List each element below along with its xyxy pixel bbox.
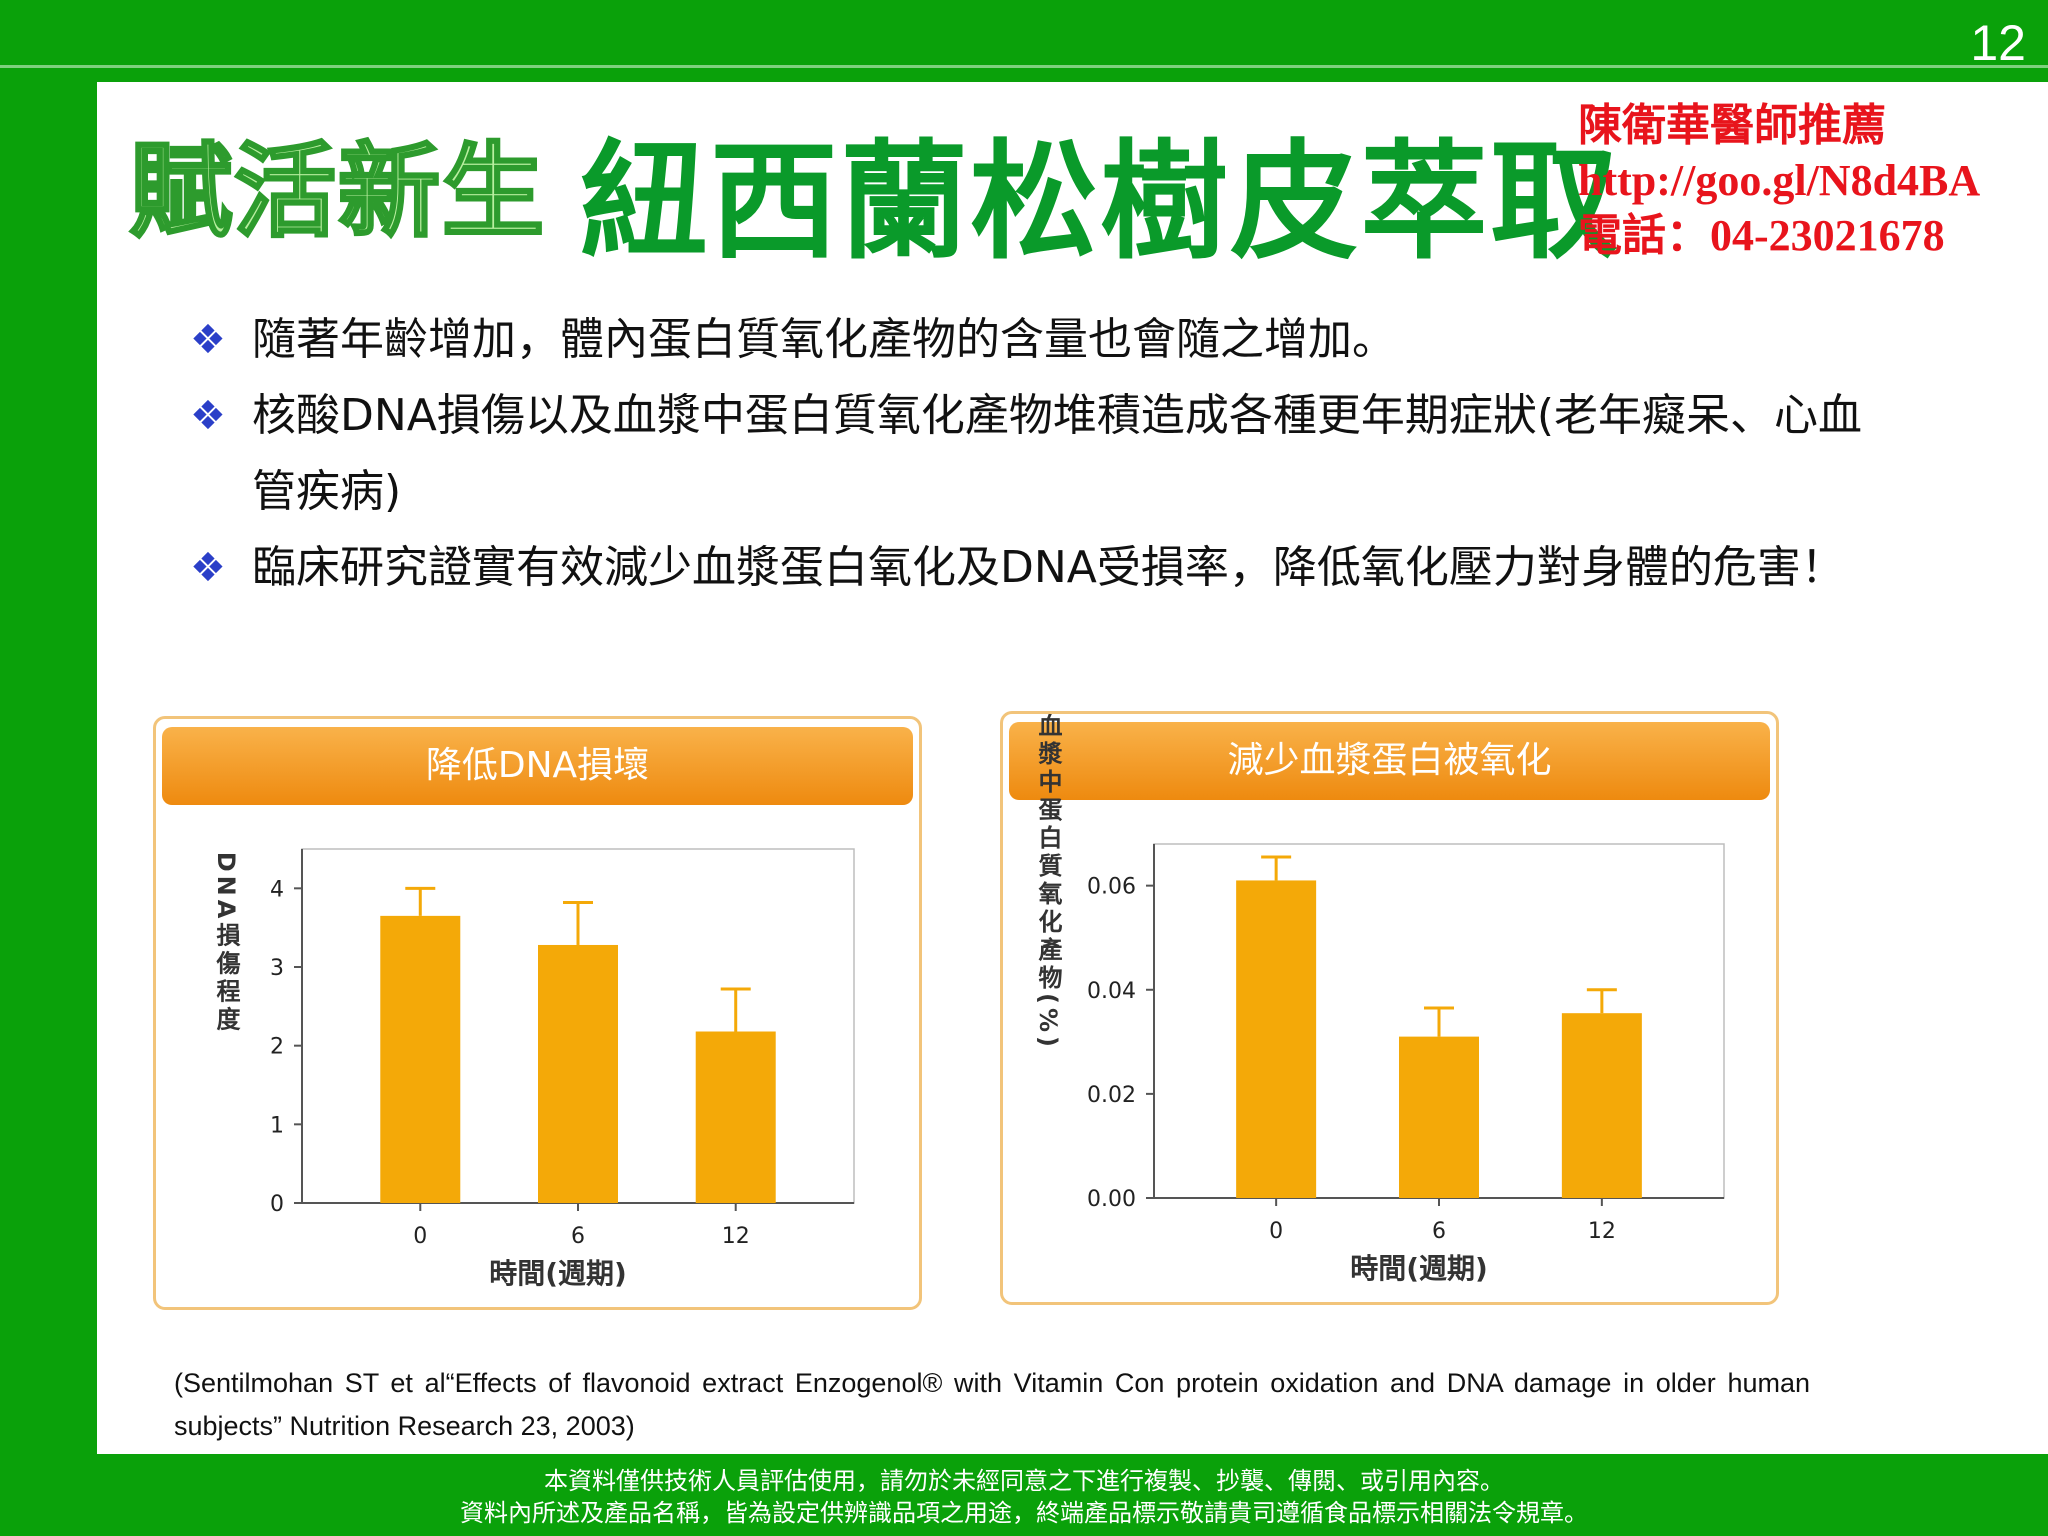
bullet-text: 隨著年齡增加，體內蛋白質氧化產物的含量也會隨之增加。 xyxy=(252,314,1396,365)
x-tick-label: 0 xyxy=(413,1224,427,1249)
bullet-item: ❖ 隨著年齡增加，體內蛋白質氧化產物的含量也會隨之增加。 xyxy=(190,302,1870,378)
y-tick-label: 4 xyxy=(270,877,284,902)
bar xyxy=(1236,880,1317,1198)
x-tick-label: 6 xyxy=(1432,1219,1446,1244)
bullet-text: 臨床研究證實有效減少血漿蛋白氧化及DNA受損率，降低氧化壓力對身體的危害！ xyxy=(252,542,1845,593)
footer-disclaimer: 本資料僅供技術人員評估使用，請勿於未經同意之下進行複製、抄襲、傳閱、或引用內容。… xyxy=(0,1465,2048,1529)
bullet-text: 核酸DNA損傷以及血漿中蛋白質氧化產物堆積造成各種更年期症狀(老年癡呆、心血管疾… xyxy=(252,390,1863,517)
citation: (Sentilmohan ST et al“Effects of flavono… xyxy=(174,1368,1810,1441)
x-tick-label: 12 xyxy=(1588,1219,1616,1244)
chart-title: 降低DNA損壞 xyxy=(162,727,913,805)
y-tick-label: 0.02 xyxy=(1087,1083,1136,1108)
chart-card-dna: 降低DNA損壞 0 1 2 3 4 0 6 12 時間(週期) DNA損傷程度 xyxy=(153,716,922,1310)
protein-oxidation-chart: 0.00 0.02 0.04 0.06 0 6 12 時間(週期) 血漿中蛋白質氧化產物(%) xyxy=(1034,714,1725,1285)
bar xyxy=(1399,1036,1479,1198)
bullet-item: ❖ 核酸DNA損傷以及血漿中蛋白質氧化產物堆積造成各種更年期症狀(老年癡呆、心血… xyxy=(190,378,1870,530)
bullet-diamond-icon: ❖ xyxy=(190,545,226,591)
doctor-recommendation: 陳衛華醫師推薦 xyxy=(1578,101,1886,150)
title-slogan: 賦活新生 xyxy=(129,132,546,254)
bar xyxy=(538,944,618,1203)
disclaimer-line: 本資料僅供技術人員評估使用，請勿於未經同意之下進行複製、抄襲、傳閱、或引用內容。 xyxy=(544,1467,1504,1495)
contact-link[interactable]: http://goo.gl/N8d4BA xyxy=(1578,156,1981,205)
disclaimer-line: 資料內所述及產品名稱，皆為設定供辨識品項之用途，終端產品標示敬請貴司遵循食品標示… xyxy=(460,1499,1588,1527)
y-tick-label: 2 xyxy=(270,1035,284,1060)
y-tick-label: 0 xyxy=(270,1192,284,1217)
x-axis-label: 時間(週期) xyxy=(1350,1252,1488,1285)
y-tick-label: 0.04 xyxy=(1087,979,1136,1004)
x-tick-label: 6 xyxy=(571,1224,585,1249)
y-tick-label: 1 xyxy=(270,1113,284,1138)
bar xyxy=(380,915,461,1203)
bar xyxy=(695,1031,776,1203)
x-tick-label: 12 xyxy=(722,1224,750,1249)
bullet-diamond-icon: ❖ xyxy=(190,393,226,439)
x-tick-label: 0 xyxy=(1269,1219,1283,1244)
page-number: 12 xyxy=(1970,15,2026,71)
chart-title: 減少血漿蛋白被氧化 xyxy=(1009,722,1770,800)
x-axis-label: 時間(週期) xyxy=(489,1257,627,1290)
page-title: 紐西蘭松樹皮萃取 xyxy=(580,127,1621,277)
y-tick-label: 3 xyxy=(270,956,284,981)
bar xyxy=(1561,1013,1642,1198)
y-axis-label: DNA損傷程度 xyxy=(212,852,241,1035)
chart-card-protein: 減少血漿蛋白被氧化 0.00 0.02 0.04 0.06 0 6 12 時間(週期) 血漿中蛋… xyxy=(1000,711,1779,1305)
bullet-item: ❖ 臨床研究證實有效減少血漿蛋白氧化及DNA受損率，降低氧化壓力對身體的危害！ xyxy=(190,530,1870,606)
contact-block: 陳衛華醫師推薦 http://goo.gl/N8d4BA 電話：04-23021… xyxy=(1578,98,1980,263)
y-tick-label: 0.00 xyxy=(1087,1187,1136,1212)
bullet-list: ❖ 隨著年齡增加，體內蛋白質氧化產物的含量也會隨之增加。 ❖ 核酸DNA損傷以及… xyxy=(190,302,1870,606)
top-divider xyxy=(0,65,2048,68)
y-tick-label: 0.06 xyxy=(1087,875,1136,900)
contact-phone: 電話：04-23021678 xyxy=(1578,211,1945,260)
bullet-diamond-icon: ❖ xyxy=(190,317,226,363)
y-axis-label: 血漿中蛋白質氧化產物(%) xyxy=(1034,714,1063,1051)
